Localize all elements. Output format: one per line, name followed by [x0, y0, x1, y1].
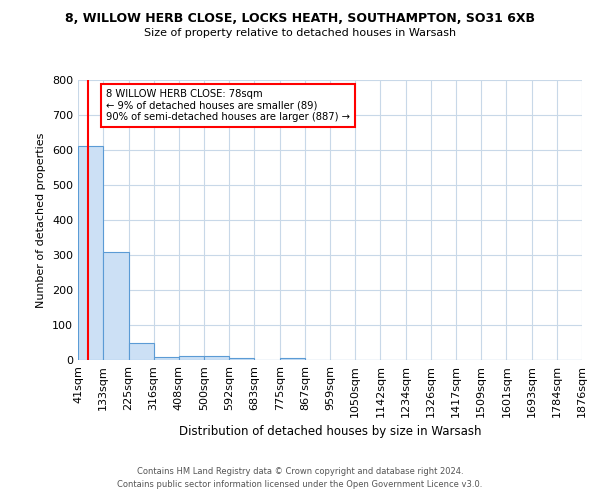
Text: Size of property relative to detached houses in Warsash: Size of property relative to detached ho…	[144, 28, 456, 38]
Bar	[179, 356, 204, 360]
Bar	[154, 356, 179, 360]
Y-axis label: Number of detached properties: Number of detached properties	[37, 132, 46, 308]
Bar	[128, 342, 154, 360]
Bar	[280, 358, 305, 360]
Bar	[103, 252, 128, 360]
Text: Contains public sector information licensed under the Open Government Licence v3: Contains public sector information licen…	[118, 480, 482, 489]
X-axis label: Distribution of detached houses by size in Warsash: Distribution of detached houses by size …	[179, 426, 481, 438]
Bar	[204, 356, 229, 360]
Text: Contains HM Land Registry data © Crown copyright and database right 2024.: Contains HM Land Registry data © Crown c…	[137, 467, 463, 476]
Bar	[229, 358, 254, 360]
Text: 8 WILLOW HERB CLOSE: 78sqm
← 9% of detached houses are smaller (89)
90% of semi-: 8 WILLOW HERB CLOSE: 78sqm ← 9% of detac…	[106, 89, 350, 122]
Bar	[78, 146, 103, 360]
Text: 8, WILLOW HERB CLOSE, LOCKS HEATH, SOUTHAMPTON, SO31 6XB: 8, WILLOW HERB CLOSE, LOCKS HEATH, SOUTH…	[65, 12, 535, 26]
